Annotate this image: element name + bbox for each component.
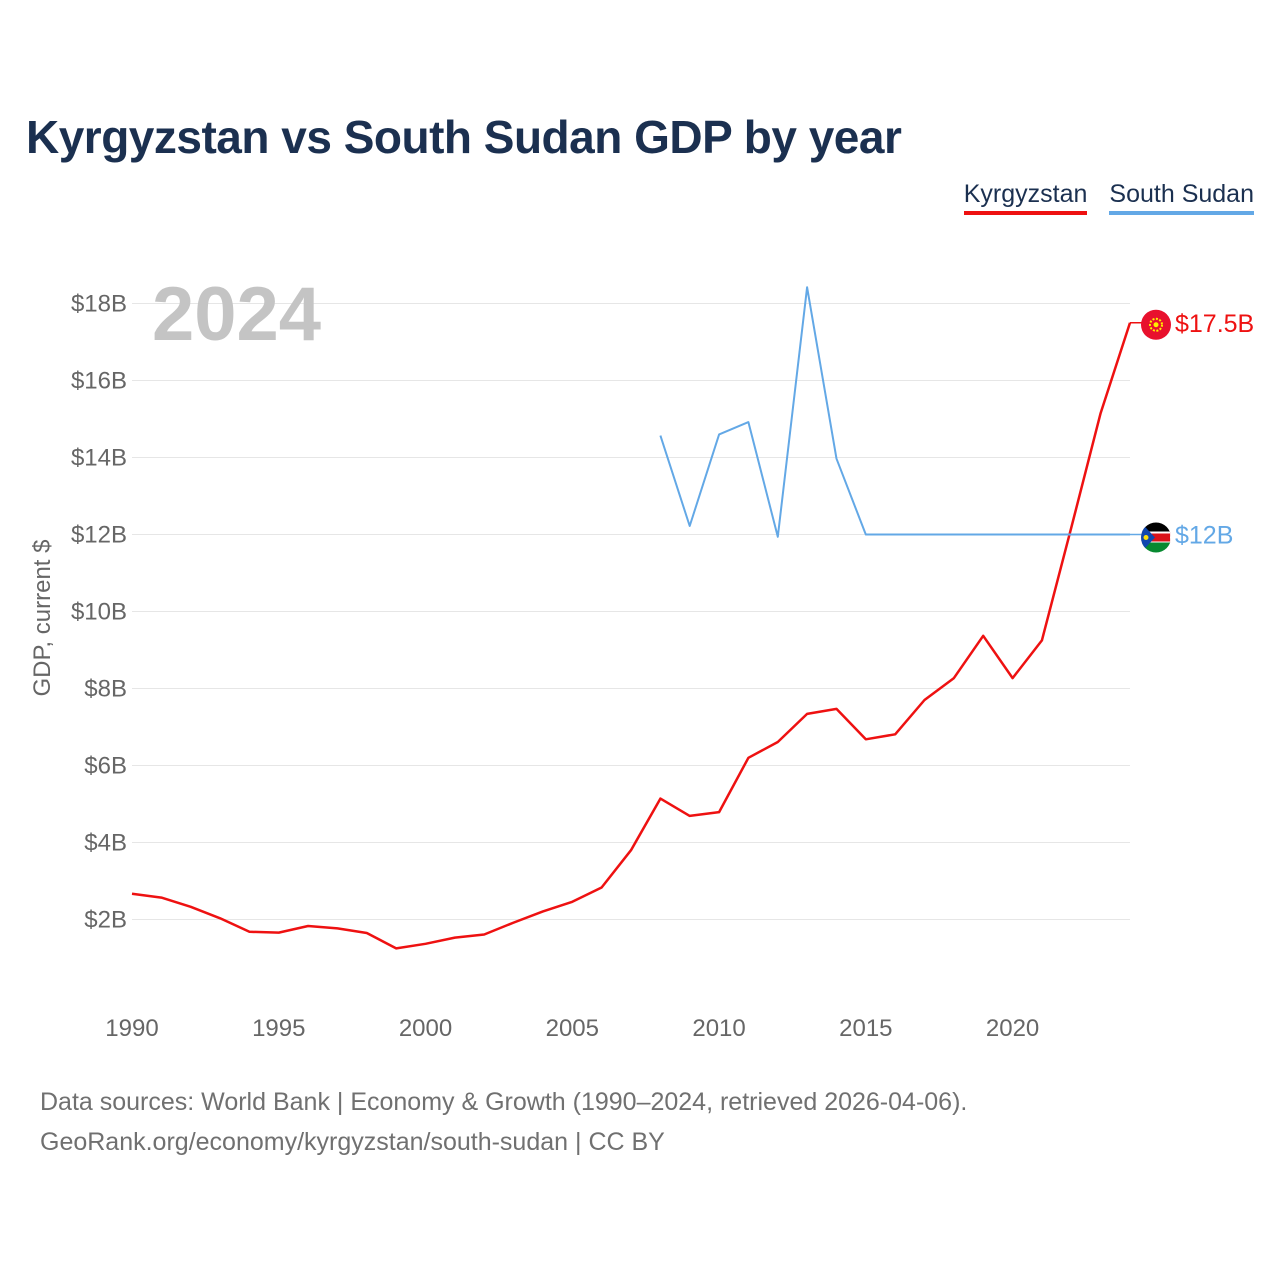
x-tick-label: 2015: [839, 1015, 892, 1042]
series-line-south-sudan: [659, 286, 1130, 538]
kyrgyzstan-flag-sun-icon: [1149, 317, 1163, 332]
south-sudan-flag-green-band: [1141, 542, 1171, 553]
x-tick-label: 2010: [692, 1015, 745, 1042]
south-sudan-flag-star-icon: [1143, 535, 1149, 540]
y-tick-label: $10B: [71, 599, 127, 626]
page-title: Kyrgyzstan vs South Sudan GDP by year: [26, 111, 902, 163]
footer-link[interactable]: GeoRank.org/economy/kyrgyzstan/south-sud…: [40, 1128, 665, 1156]
footer-sources: Data sources: World Bank | Economy & Gro…: [40, 1088, 968, 1116]
y-tick-label: $16B: [71, 368, 127, 395]
y-tick-label: $2B: [84, 907, 127, 934]
y-tick-label: $8B: [84, 676, 127, 703]
y-tick-label: $4B: [84, 830, 127, 857]
y-axis-label: GDP, current $: [29, 540, 56, 697]
end-value-label-south-sudan: $12B: [1175, 522, 1233, 550]
legend-item-south-sudan[interactable]: South Sudan: [1109, 180, 1254, 215]
kyrgyzstan-flag-sun-core: [1153, 322, 1159, 328]
x-tick-label: 2005: [546, 1015, 599, 1042]
legend: Kyrgyzstan South Sudan: [963, 180, 1254, 215]
series-line-kyrgyzstan: [131, 322, 1132, 950]
footer: Data sources: World Bank | Economy & Gro…: [40, 1082, 967, 1162]
y-tick-label: $14B: [71, 445, 127, 472]
y-tick-label: $12B: [71, 522, 127, 549]
x-tick-label: 1990: [105, 1015, 158, 1042]
legend-item-kyrgyzstan[interactable]: Kyrgyzstan: [963, 180, 1088, 215]
x-tick-label: 2000: [399, 1015, 452, 1042]
y-tick-label: $18B: [71, 291, 127, 318]
x-tick-label: 2020: [986, 1015, 1039, 1042]
end-value-label-kyrgyzstan: $17.5B: [1175, 310, 1254, 338]
year-label: 2024: [152, 272, 321, 357]
y-tick-label: $6B: [84, 753, 127, 780]
south-sudan-flag-icon: [1141, 522, 1171, 533]
x-tick-label: 1995: [252, 1015, 305, 1042]
